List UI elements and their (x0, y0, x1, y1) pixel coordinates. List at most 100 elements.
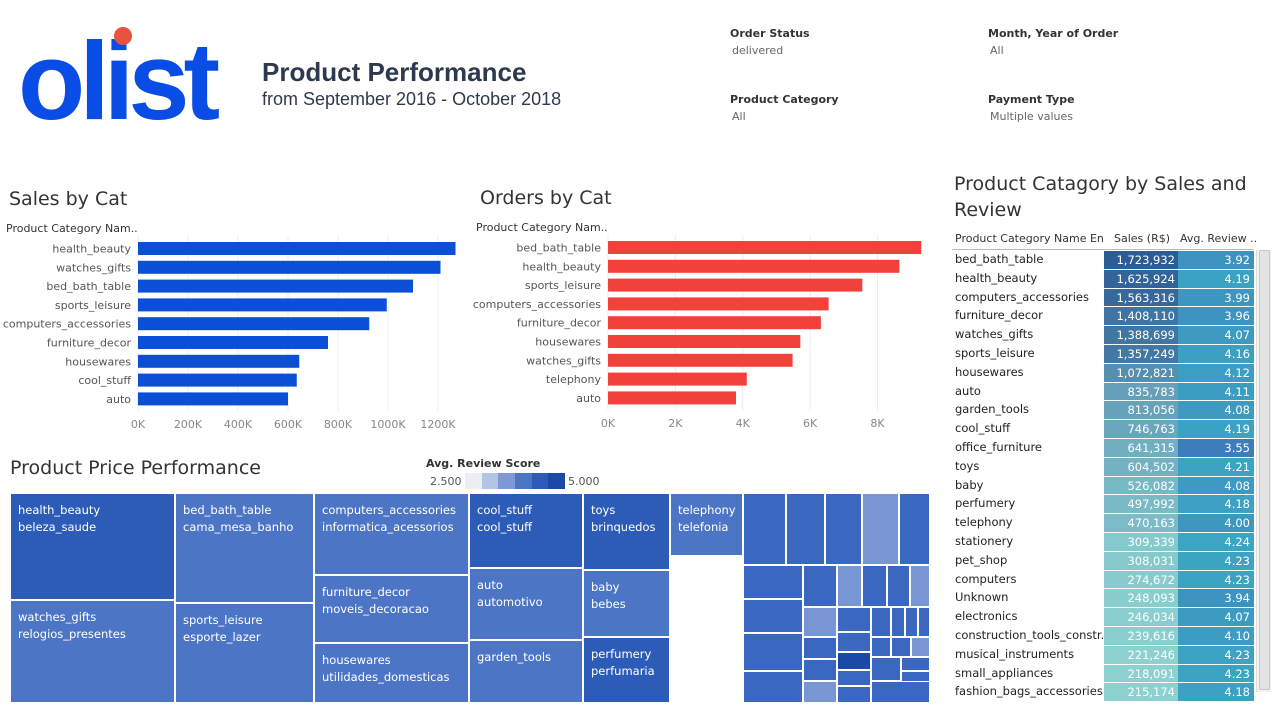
treemap-cell-small[interactable] (743, 493, 786, 565)
table-row[interactable]: Unknown 248,093 3.94 (952, 588, 1254, 608)
table-header-col2[interactable]: Avg. Review .. (1180, 232, 1256, 245)
treemap-cell-small[interactable] (871, 681, 930, 703)
treemap-cell-small[interactable] (786, 493, 825, 565)
treemap-cell-small[interactable] (891, 637, 911, 657)
bar-telephony[interactable] (608, 372, 747, 386)
treemap-cell-small[interactable] (871, 607, 891, 637)
bar-health_beauty[interactable] (608, 259, 900, 273)
treemap-cell-small[interactable] (803, 659, 837, 681)
table-row[interactable]: furniture_decor 1,408,110 3.96 (952, 306, 1254, 326)
bar-watches_gifts[interactable] (138, 260, 441, 274)
treemap-cell-small[interactable] (743, 633, 803, 671)
treemap-cell-auto[interactable]: auto automotivo (469, 568, 583, 640)
table-row[interactable]: health_beauty 1,625,924 4.19 (952, 268, 1254, 288)
treemap-cell-small[interactable] (837, 632, 871, 652)
bar-housewares[interactable] (138, 354, 300, 368)
treemap-cell-small[interactable] (901, 657, 930, 671)
treemap-cell-furniture_decor[interactable]: furniture_decor moveis_decoracao (314, 575, 469, 643)
filter-value[interactable]: Multiple values (990, 110, 1073, 123)
bar-sports_leisure[interactable] (608, 278, 863, 292)
table-row[interactable]: construction_tools_constr.. 239,616 4.10 (952, 626, 1254, 645)
table-scroll-thumb[interactable] (1259, 250, 1270, 690)
treemap-cell-small[interactable] (871, 657, 901, 681)
table-header-col0[interactable]: Product Category Name En.. (955, 232, 1105, 245)
table-row[interactable]: telephony 470,163 4.00 (952, 513, 1254, 532)
table-row[interactable]: office_furniture 641,315 3.55 (952, 438, 1254, 457)
bar-bed_bath_table[interactable] (608, 241, 922, 254)
treemap-cell-small[interactable] (899, 493, 930, 565)
treemap-cell-small[interactable] (891, 607, 905, 637)
treemap-cell-sports_leisure[interactable]: sports_leisure esporte_lazer (175, 603, 314, 703)
filter-payment-type[interactable]: Payment Type Multiple values (988, 93, 1208, 123)
treemap-cell-small[interactable] (918, 607, 930, 637)
treemap-cell-housewares[interactable]: housewares utilidades_domesticas (314, 643, 469, 703)
table-header-col1[interactable]: Sales (R$) (1114, 232, 1170, 245)
bar-auto[interactable] (608, 391, 736, 405)
treemap-cell-watches_gifts[interactable]: watches_gifts relogios_presentes (10, 600, 175, 703)
table-row[interactable]: toys 604,502 4.21 (952, 456, 1254, 476)
treemap-cell-baby[interactable]: baby bebes (583, 570, 670, 637)
treemap-cell-small[interactable] (837, 652, 871, 670)
table-row[interactable]: sports_leisure 1,357,249 4.16 (952, 344, 1254, 363)
bar-cool_stuff[interactable] (138, 373, 297, 387)
table-row[interactable]: electronics 246,034 4.07 (952, 607, 1254, 626)
table-row[interactable]: fashion_bags_accessories 215,174 4.18 (952, 682, 1254, 702)
bar-bed_bath_table[interactable] (138, 279, 413, 293)
bar-computers_accessories[interactable] (138, 317, 370, 331)
treemap-cell-small[interactable] (871, 637, 891, 657)
bar-furniture_decor[interactable] (608, 316, 821, 330)
table-row[interactable]: bed_bath_table 1,723,932 3.92 (952, 250, 1254, 269)
bar-health_beauty[interactable] (138, 242, 456, 255)
treemap-cell-small[interactable] (862, 565, 887, 607)
treemap-cell-small[interactable] (743, 671, 803, 703)
treemap-cell-health_beauty[interactable]: health_beauty beleza_saude (10, 493, 175, 600)
table-row[interactable]: computers 274,672 4.23 (952, 569, 1254, 589)
filter-month-year[interactable]: Month, Year of Order All (988, 27, 1208, 57)
table-row[interactable]: stationery 309,339 4.24 (952, 532, 1254, 551)
filter-order-status[interactable]: Order Status delivered (730, 27, 950, 57)
treemap-cell-computers_accessories[interactable]: computers_accessories informatica_acessor… (314, 493, 469, 575)
treemap-cell-small[interactable] (743, 599, 803, 633)
filter-value[interactable]: All (990, 44, 1004, 57)
treemap-cell-small[interactable] (862, 493, 899, 565)
table-row[interactable]: cool_stuff 746,763 4.19 (952, 419, 1254, 438)
table-row[interactable]: housewares 1,072,821 4.12 (952, 362, 1254, 382)
bar-auto[interactable] (138, 392, 288, 406)
treemap-cell-small[interactable] (743, 565, 803, 599)
table-row[interactable]: musical_instruments 221,246 4.23 (952, 644, 1254, 664)
treemap-cell-telephony[interactable]: telephony telefonia (670, 493, 743, 556)
treemap-cell-garden_tools[interactable]: garden_tools (469, 640, 583, 703)
treemap-cell-small[interactable] (911, 637, 930, 657)
treemap-cell-bed_bath_table[interactable]: bed_bath_table cama_mesa_banho (175, 493, 314, 603)
bar-furniture_decor[interactable] (138, 336, 328, 349)
table-row[interactable]: auto 835,783 4.11 (952, 381, 1254, 401)
table-scrollbar[interactable] (1256, 250, 1271, 692)
treemap-cell-perfumery[interactable]: perfumery perfumaria (583, 637, 670, 703)
treemap-cell-small[interactable] (837, 670, 871, 686)
table-row[interactable]: garden_tools 813,056 4.08 (952, 400, 1254, 420)
treemap-cell-small[interactable] (803, 681, 837, 703)
treemap-cell-small[interactable] (905, 607, 918, 637)
treemap-cell-small[interactable] (803, 565, 837, 607)
table-row[interactable]: pet_shop 308,031 4.23 (952, 550, 1254, 570)
table-row[interactable]: small_appliances 218,091 4.23 (952, 663, 1254, 683)
bar-housewares[interactable] (608, 335, 801, 348)
bar-watches_gifts[interactable] (608, 353, 793, 367)
table-row[interactable]: baby 526,082 4.08 (952, 475, 1254, 495)
treemap-cell-small[interactable] (803, 637, 837, 659)
treemap-cell-small[interactable] (837, 686, 871, 703)
treemap-cell-toys[interactable]: toys brinquedos (583, 493, 670, 570)
treemap-cell-small[interactable] (887, 565, 910, 607)
treemap-cell-cool_stuff[interactable]: cool_stuff cool_stuff (469, 493, 583, 568)
treemap-cell-small[interactable] (910, 565, 930, 607)
treemap-cell-small[interactable] (837, 565, 862, 607)
table-row[interactable]: watches_gifts 1,388,699 4.07 (952, 325, 1254, 344)
filter-value[interactable]: delivered (732, 44, 784, 57)
table-row[interactable]: perfumery 497,992 4.18 (952, 494, 1254, 514)
filter-product-category[interactable]: Product Category All (730, 93, 950, 123)
bar-computers_accessories[interactable] (608, 297, 829, 311)
treemap-cell-small[interactable] (825, 493, 862, 565)
bar-sports_leisure[interactable] (138, 298, 387, 312)
table-row[interactable]: computers_accessories 1,563,316 3.99 (952, 287, 1254, 307)
filter-value[interactable]: All (732, 110, 746, 123)
